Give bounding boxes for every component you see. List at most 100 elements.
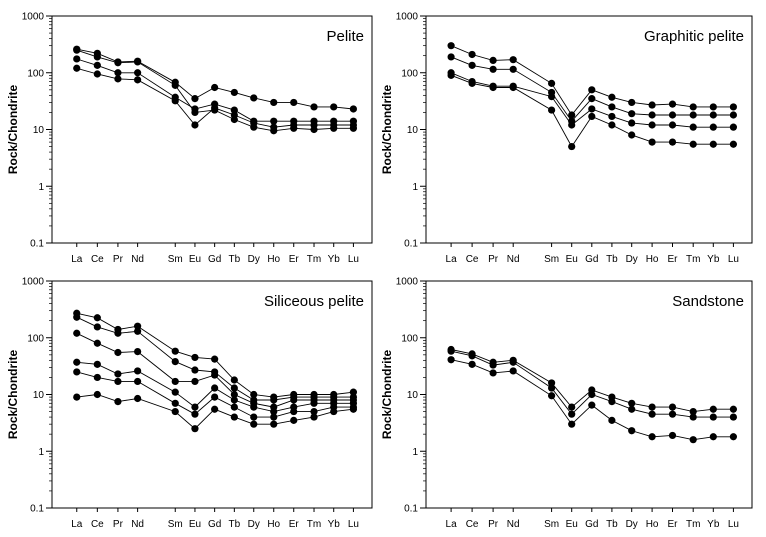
x-tick-label-ce: Ce [91,254,104,265]
data-point-pr [114,75,122,83]
data-point-ce [468,50,476,59]
x-tick-label-ho: Ho [646,254,659,265]
x-tick-label-pr: Pr [113,519,124,530]
data-point-dy [250,413,258,421]
y-tick-label: 100 [401,68,418,79]
data-point-ce [468,61,476,69]
data-point-eu [568,410,576,418]
y-axis-label: Rock/Chondrite [380,85,394,175]
data-point-gd [588,401,596,409]
data-point-sm [171,347,179,355]
data-point-eu [191,121,199,129]
data-point-sm [548,392,556,400]
y-tick-label: 1 [412,182,418,193]
x-tick-label-ce: Ce [466,254,479,265]
y-axis-label: Rock/Chondrite [6,350,20,440]
data-point-tm [689,407,697,416]
data-point-gd [588,95,596,103]
data-point-er [290,407,298,416]
y-tick-label: 100 [27,333,44,344]
series-3 [73,329,358,411]
data-point-ho [648,101,656,109]
data-point-eu [568,403,576,411]
data-point-eu [191,425,199,433]
data-point-la [447,347,455,355]
data-point-sm [548,92,556,101]
data-point-yb [709,405,717,413]
data-point-eu [191,410,199,418]
data-point-pr [489,65,497,73]
x-tick-label-nd: Nd [507,254,520,265]
data-point-la [73,46,81,54]
data-point-yb [709,103,717,111]
data-point-sm [171,377,179,386]
x-tick-label-er: Er [668,519,679,530]
y-tick-label: 0.1 [30,239,44,250]
data-point-tm [310,413,318,421]
x-tick-label-tb: Tb [606,254,618,265]
data-point-lu [729,413,738,421]
data-point-nd [509,56,517,64]
data-point-sm [548,79,556,87]
data-point-ho [648,403,656,411]
y-tick-label: 0.1 [404,239,418,250]
x-tick-label-eu: Eu [189,254,201,265]
data-point-eu [568,121,576,129]
data-point-gd [211,355,219,363]
data-point-tm [310,125,318,134]
x-tick-label-er: Er [289,254,300,265]
chart-panel-2: 0.1 1 10 100 1000 La Ce Pr Nd Sm Eu Gd Tb Dy Ho Er Tm Yb L… [380,12,753,265]
x-tick-label-ho: Ho [267,519,280,530]
data-point-eu [191,366,199,374]
data-point-ho [270,127,278,135]
x-tick-label-eu: Eu [189,519,201,530]
data-point-dy [250,94,258,102]
data-point-dy [628,131,636,139]
data-point-nd [509,65,517,73]
data-point-gd [211,83,219,92]
x-tick-label-sm: Sm [168,254,183,265]
data-point-dy [250,420,258,428]
data-point-ho [270,117,278,125]
data-point-sm [171,357,179,366]
chart-title: Sandstone [672,293,744,310]
data-point-lu [729,123,738,131]
data-point-ce [93,360,101,368]
data-point-nd [134,69,142,77]
x-tick-label-ce: Ce [91,519,104,530]
data-point-gd [211,384,219,392]
data-point-ce [468,79,476,87]
data-point-pr [114,59,122,67]
x-tick-label-sm: Sm [544,254,559,265]
data-point-eu [191,353,199,362]
data-point-pr [489,361,497,369]
data-point-ce [93,373,101,382]
data-point-eu [568,111,576,119]
data-point-ce [93,314,101,322]
data-point-gd [211,371,219,379]
x-tick-label-la: La [446,254,458,265]
x-tick-label-eu: Eu [566,254,578,265]
data-point-tb [608,93,616,101]
data-point-ce [93,323,101,331]
x-tick-label-dy: Dy [248,254,260,265]
data-point-er [290,396,298,404]
data-point-sm [171,81,179,89]
series-3 [447,356,738,444]
x-tick-label-tm: Tm [686,519,700,530]
x-tick-label-gd: Gd [208,254,221,265]
x-tick-label-lu: Lu [728,519,739,530]
data-point-la [73,64,81,72]
data-point-yb [709,140,717,148]
data-point-sm [548,379,556,387]
data-point-tm [310,407,318,416]
y-tick-label: 1000 [396,12,419,23]
data-point-pr [489,56,497,65]
data-point-la [447,42,455,50]
data-point-eu [191,403,199,411]
y-tick-label: 1000 [396,277,419,288]
data-point-la [73,393,81,401]
x-tick-label-tm: Tm [307,519,321,530]
plot-frame [51,15,373,244]
y-axis-label: Rock/Chondrite [380,350,394,440]
